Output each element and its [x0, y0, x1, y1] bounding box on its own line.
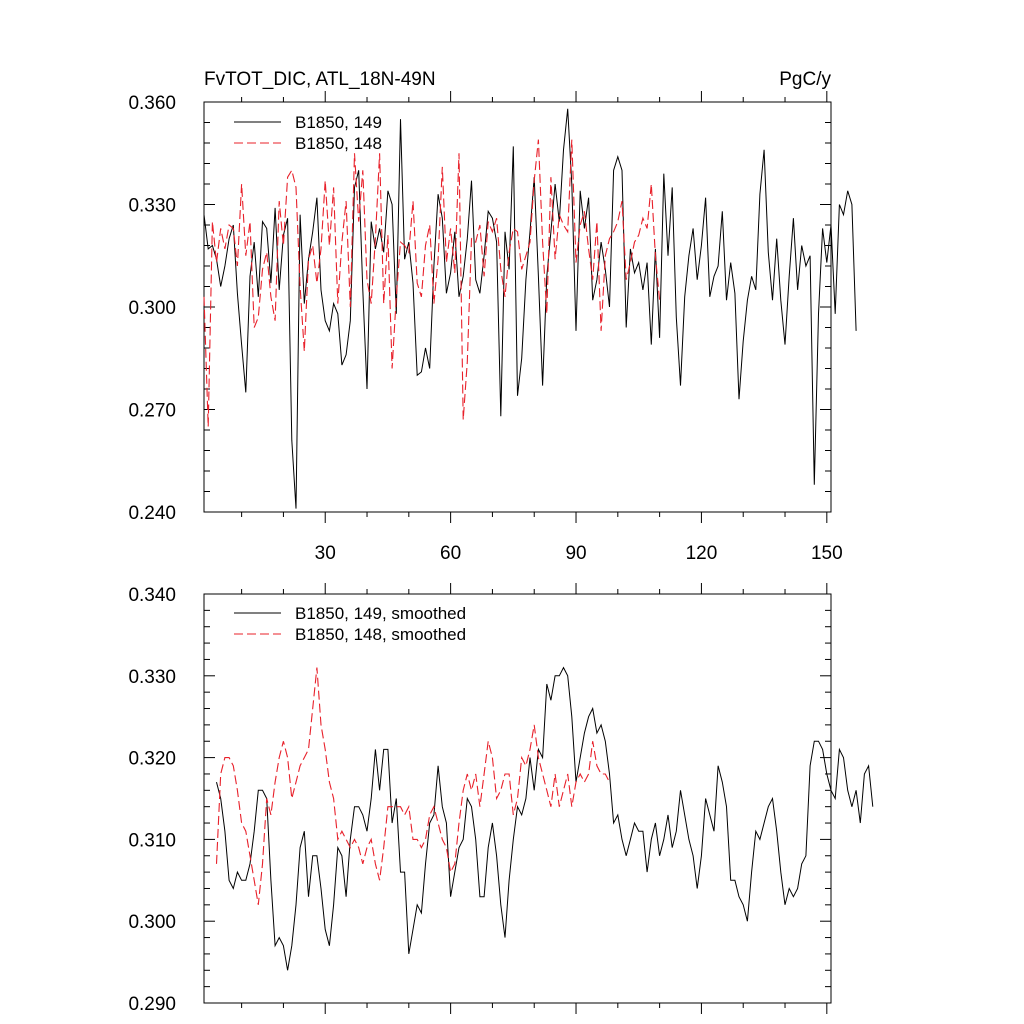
y-tick-label: 0.320 [128, 749, 176, 770]
y-tick-label: 0.300 [128, 912, 176, 933]
figure-title-left: FvTOT_DIC, ATL_18N-49N [204, 69, 436, 90]
y-tick-label: 0.340 [128, 585, 176, 606]
plot-frame [203, 593, 832, 1004]
y-tick-label: 0.240 [128, 503, 176, 524]
legend-label: B1850, 149 [295, 113, 382, 132]
y-tick-label: 0.330 [128, 667, 176, 688]
y-tick-label: 0.290 [128, 994, 176, 1015]
series-line-2 [203, 139, 661, 427]
figure-title-right: PgC/y [779, 69, 831, 90]
legend-label: B1850, 149, smoothed [295, 604, 466, 623]
plot-frame [203, 101, 832, 513]
y-tick-label: 0.300 [128, 298, 176, 319]
y-tick-label: 0.360 [128, 93, 176, 114]
x-tick-label: 90 [565, 543, 586, 564]
legend-label: B1850, 148, smoothed [295, 625, 466, 644]
legend-label: B1850, 148 [295, 134, 382, 153]
series-line-1 [203, 108, 857, 509]
series-line-2 [215, 667, 610, 905]
x-tick-label: 30 [315, 543, 336, 564]
top-panel: 0.240 0.270 0.300 0.330 0.360 30 60 90 120 150 B18… [128, 91, 857, 564]
y-tick-label: 0.330 [128, 196, 176, 217]
series-line-1 [216, 666, 874, 971]
y-tick-label: 0.270 [128, 401, 176, 422]
x-tick-label: 60 [440, 543, 461, 564]
bottom-panel: 0.290 0.300 0.310 0.320 0.330 0.340 B1850, 149… [128, 583, 874, 1015]
x-tick-label: 120 [686, 543, 718, 564]
x-tick-label: 150 [811, 543, 843, 564]
y-tick-label: 0.310 [128, 830, 176, 851]
